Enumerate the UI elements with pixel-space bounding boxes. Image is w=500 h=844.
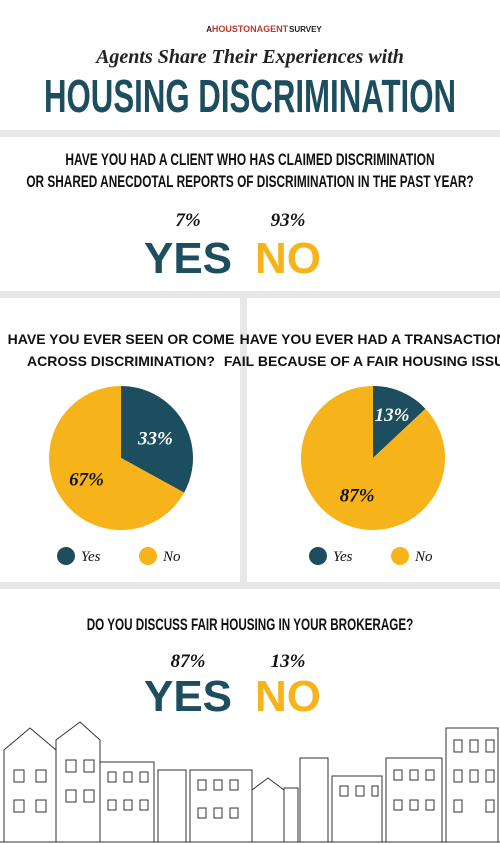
pie-title: FAIL BECAUSE OF A FAIR HOUSING ISSUE? bbox=[224, 353, 500, 369]
pie-slice bbox=[121, 386, 194, 493]
legend-label: Yes bbox=[81, 549, 101, 565]
legend-swatch bbox=[57, 547, 75, 565]
slice-label: 33% bbox=[137, 429, 173, 450]
separator bbox=[240, 298, 247, 582]
answer-label: NO bbox=[255, 672, 321, 721]
legend-swatch bbox=[391, 547, 409, 565]
title: HOUSING DISCRIMINATION bbox=[44, 70, 456, 122]
question: HAVE YOU HAD A CLIENT WHO HAS CLAIMED DI… bbox=[65, 150, 434, 169]
pie-title: HAVE YOU EVER SEEN OR COME bbox=[8, 331, 235, 347]
pie-title: HAVE YOU EVER HAD A TRANSACTION bbox=[240, 331, 500, 347]
pie-slice bbox=[373, 386, 426, 458]
pie-slice bbox=[49, 385, 185, 530]
pie-title: ACROSS DISCRIMINATION? bbox=[27, 353, 215, 369]
answer-label: NO bbox=[255, 234, 321, 283]
prefix: A bbox=[206, 25, 212, 34]
question: DO YOU DISCUSS FAIR HOUSING IN YOUR BROK… bbox=[87, 615, 414, 634]
question: OR SHARED ANECDOTAL REPORTS OF DISCRIMIN… bbox=[26, 172, 473, 191]
slice-label: 67% bbox=[69, 469, 104, 490]
legend-swatch bbox=[309, 547, 327, 565]
pie-slice bbox=[301, 386, 445, 530]
answer-label: YES bbox=[144, 672, 232, 721]
answer-percent: 87% bbox=[171, 651, 206, 672]
legend-label: Yes bbox=[333, 549, 353, 565]
answer-percent: 7% bbox=[175, 210, 200, 231]
answer-percent: 93% bbox=[271, 210, 306, 231]
slice-label: 13% bbox=[375, 405, 410, 426]
legend-label: No bbox=[162, 549, 181, 565]
answer-label: YES bbox=[144, 234, 232, 283]
slice-label: 87% bbox=[340, 486, 375, 507]
brand: HOUSTONAGENT bbox=[212, 24, 289, 34]
answer-percent: 13% bbox=[271, 651, 306, 672]
legend-label: No bbox=[414, 549, 433, 565]
separator bbox=[0, 130, 500, 137]
separator bbox=[0, 291, 500, 298]
subtitle: Agents Share Their Experiences with bbox=[94, 46, 404, 68]
suffix: SURVEY bbox=[289, 25, 322, 34]
legend-swatch bbox=[139, 547, 157, 565]
separator bbox=[0, 582, 500, 589]
buildings-illustration bbox=[0, 721, 500, 843]
